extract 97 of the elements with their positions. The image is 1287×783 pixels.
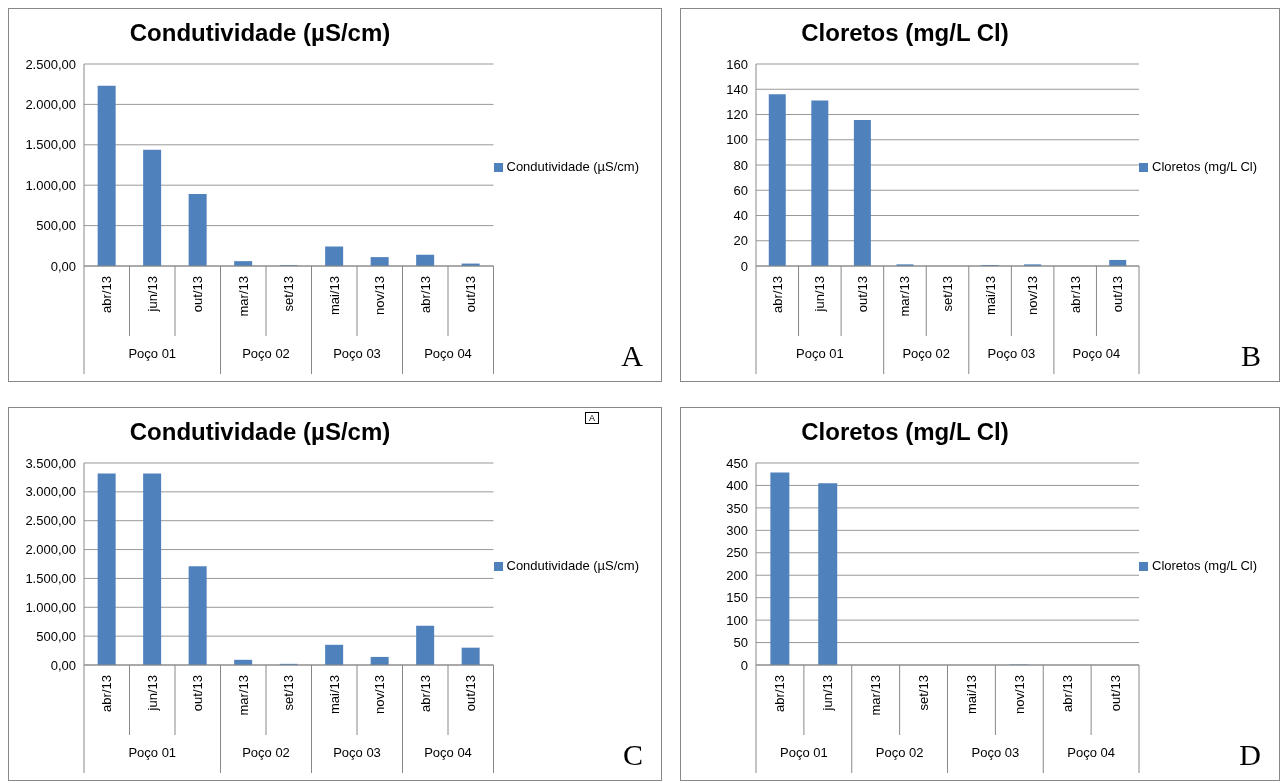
x-tick-label: abr/13 bbox=[772, 675, 788, 712]
x-tick-label: set/13 bbox=[281, 675, 297, 711]
y-tick-label: 50 bbox=[733, 635, 748, 651]
x-tick-label: nov/13 bbox=[372, 276, 388, 316]
y-tick-label: 300 bbox=[726, 522, 748, 538]
x-tick-label: set/13 bbox=[940, 276, 956, 312]
text: Poço 02 bbox=[902, 346, 951, 361]
x-tick-label: set/13 bbox=[281, 276, 297, 312]
text: A bbox=[621, 339, 643, 373]
y-tick-label: 0 bbox=[740, 657, 748, 673]
y-tick-label: 160 bbox=[726, 56, 748, 72]
x-tick-label: mar/13 bbox=[868, 675, 884, 716]
x-tick-label: mai/13 bbox=[982, 276, 998, 316]
text: Poço 04 bbox=[424, 745, 472, 760]
x-tick-label: nov/13 bbox=[1025, 276, 1041, 316]
text: Poço 04 bbox=[424, 346, 472, 361]
x-tick-label: out/13 bbox=[190, 276, 206, 313]
y-tick-label: 500,00 bbox=[36, 628, 76, 644]
y-tick-label: 120 bbox=[726, 107, 748, 123]
x-tick-label: mar/13 bbox=[235, 675, 251, 716]
x-tick-label: abr/13 bbox=[99, 675, 115, 712]
text: Poço 04 bbox=[1072, 346, 1121, 361]
x-tick-label: out/13 bbox=[854, 276, 870, 313]
x-tick-label: abr/13 bbox=[417, 276, 433, 313]
y-tick-label: 80 bbox=[733, 157, 748, 173]
text: Poço 01 bbox=[128, 346, 177, 361]
x-tick-label: mar/13 bbox=[235, 276, 251, 317]
y-tick-label: 400 bbox=[726, 478, 748, 494]
x-tick-label: mar/13 bbox=[897, 276, 913, 317]
y-tick-label: 0,00 bbox=[50, 258, 76, 274]
text: Poço 03 bbox=[333, 346, 381, 361]
y-tick-label: 2.500,00 bbox=[25, 56, 76, 72]
y-tick-label: 450 bbox=[726, 455, 748, 471]
text: C bbox=[622, 738, 643, 772]
x-tick-label: mai/13 bbox=[326, 276, 342, 316]
y-tick-label: 20 bbox=[733, 233, 748, 249]
legend-label: Cloretos (mg/L Cl) bbox=[1152, 558, 1257, 573]
text: Poço 02 bbox=[242, 346, 290, 361]
y-tick-label: 40 bbox=[733, 208, 748, 224]
x-tick-label: jun/13 bbox=[144, 675, 160, 712]
x-tick-label: mai/13 bbox=[963, 675, 979, 715]
text: D bbox=[1239, 738, 1261, 772]
y-tick-label: 350 bbox=[726, 500, 748, 516]
y-tick-label: 1.000,00 bbox=[25, 599, 76, 615]
y-tick-label: 0,00 bbox=[50, 657, 76, 673]
y-tick-label: 3.000,00 bbox=[25, 484, 76, 500]
y-tick-label: 60 bbox=[733, 182, 748, 198]
text: Poço 02 bbox=[242, 745, 290, 760]
text: Poço 04 bbox=[1067, 745, 1115, 760]
y-tick-label: 150 bbox=[726, 590, 748, 606]
chart-title: Cloretos (mg/L Cl) bbox=[800, 418, 1010, 446]
text: Poço 03 bbox=[333, 745, 381, 760]
text: Poço 01 bbox=[795, 346, 844, 361]
x-tick-label: nov/13 bbox=[372, 675, 388, 715]
chart-title: Condutividade (µS/cm) bbox=[128, 418, 392, 446]
y-tick-label: 1.000,00 bbox=[25, 177, 76, 193]
x-tick-label: out/13 bbox=[463, 276, 479, 313]
legend-label: Condutividade (µS/cm) bbox=[506, 159, 639, 174]
text: Poço 01 bbox=[780, 745, 828, 760]
legend-label: Cloretos (mg/L Cl) bbox=[1152, 159, 1257, 174]
legend-label: Condutividade (µS/cm) bbox=[506, 558, 639, 573]
text: Poço 01 bbox=[128, 745, 177, 760]
x-tick-label: mai/13 bbox=[326, 675, 342, 715]
x-tick-label: jun/13 bbox=[820, 675, 836, 712]
x-tick-label: out/13 bbox=[1107, 675, 1123, 712]
y-tick-label: 3.500,00 bbox=[25, 455, 76, 471]
text: Poço 02 bbox=[875, 745, 924, 760]
y-tick-label: 2.000,00 bbox=[25, 97, 76, 113]
y-tick-label: 2.000,00 bbox=[25, 542, 76, 558]
text: Poço 03 bbox=[987, 346, 1036, 361]
text: A bbox=[584, 412, 599, 424]
y-tick-label: 140 bbox=[726, 81, 748, 97]
x-tick-label: abr/13 bbox=[99, 276, 115, 313]
y-tick-label: 500,00 bbox=[36, 218, 76, 234]
y-tick-label: 200 bbox=[726, 567, 748, 583]
x-tick-label: out/13 bbox=[190, 675, 206, 712]
x-tick-label: abr/13 bbox=[1059, 675, 1075, 712]
x-tick-label: abr/13 bbox=[1067, 276, 1083, 313]
x-tick-label: out/13 bbox=[463, 675, 479, 712]
y-tick-label: 0 bbox=[740, 258, 748, 274]
x-tick-label: abr/13 bbox=[769, 276, 785, 313]
x-tick-label: jun/13 bbox=[812, 276, 828, 313]
y-tick-label: 100 bbox=[726, 132, 748, 148]
chart-title: Cloretos (mg/L Cl) bbox=[800, 19, 1010, 47]
text: B bbox=[1240, 339, 1261, 373]
x-tick-label: abr/13 bbox=[417, 675, 433, 712]
x-tick-label: nov/13 bbox=[1011, 675, 1027, 715]
y-tick-label: 1.500,00 bbox=[25, 137, 76, 153]
y-tick-label: 100 bbox=[726, 612, 748, 628]
y-tick-label: 1.500,00 bbox=[25, 571, 76, 587]
x-tick-label: jun/13 bbox=[144, 276, 160, 313]
y-tick-label: 2.500,00 bbox=[25, 513, 76, 529]
x-tick-label: set/13 bbox=[916, 675, 932, 711]
y-tick-label: 250 bbox=[726, 545, 748, 561]
chart-title: Condutividade (µS/cm) bbox=[128, 19, 392, 47]
x-tick-label: out/13 bbox=[1110, 276, 1126, 313]
text: Poço 03 bbox=[971, 745, 1020, 760]
